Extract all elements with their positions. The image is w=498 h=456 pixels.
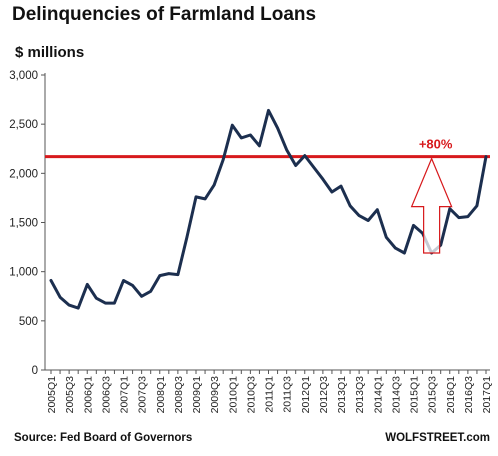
x-tick-label: 2009Q1	[191, 376, 203, 414]
x-tick-label: 2005Q3	[64, 376, 76, 414]
data-point	[357, 214, 361, 217]
x-tick-label: 2016Q3	[463, 376, 475, 414]
x-tick-label: 2014Q3	[390, 376, 402, 414]
x-tick-label: 2007Q3	[137, 376, 149, 414]
data-point	[484, 155, 488, 158]
y-axis-label: $ millions	[15, 44, 85, 61]
x-tick-label: 2008Q3	[173, 376, 185, 414]
x-tick-label: 2011Q1	[264, 376, 276, 413]
data-point	[58, 296, 62, 299]
data-point	[176, 273, 180, 276]
data-point	[348, 204, 352, 207]
data-point	[285, 148, 288, 151]
data-point	[221, 158, 225, 161]
x-tick-label: 2008Q1	[155, 376, 167, 414]
data-point	[149, 290, 152, 293]
x-tick-label: 2015Q3	[427, 376, 439, 414]
data-point	[67, 303, 71, 307]
data-point	[95, 297, 98, 300]
data-point	[249, 133, 252, 137]
x-tick-label: 2016Q1	[445, 376, 457, 414]
data-point	[49, 279, 53, 282]
y-tick-label: 3,000	[9, 70, 38, 82]
data-point	[194, 195, 198, 199]
x-tick-label: 2017Q1	[481, 376, 493, 414]
data-point	[312, 166, 316, 169]
data-point	[131, 284, 134, 287]
data-point	[330, 190, 334, 194]
data-point	[412, 224, 415, 227]
y-tick-label: 1,000	[9, 267, 38, 279]
data-point	[158, 274, 161, 277]
data-point	[303, 154, 306, 157]
data-point	[385, 236, 388, 239]
data-point	[167, 272, 171, 275]
x-tick-label: 2005Q1	[46, 376, 58, 414]
data-point	[403, 251, 406, 255]
y-tick-label: 1,500	[9, 218, 38, 230]
data-point	[212, 183, 216, 187]
y-tick-label: 500	[19, 316, 38, 328]
data-point	[394, 246, 397, 250]
brand-label: WOLFSTREET.com	[385, 432, 490, 444]
data-point	[267, 109, 270, 112]
x-tick-label: 2010Q3	[245, 376, 257, 414]
data-point	[203, 197, 207, 201]
data-point	[86, 283, 89, 286]
x-tick-label: 2013Q1	[336, 376, 348, 414]
data-point	[240, 136, 243, 140]
data-point	[366, 219, 370, 222]
data-point	[475, 204, 479, 207]
x-tick-label: 2014Q1	[372, 376, 384, 414]
y-tick-label: 2,500	[9, 119, 38, 131]
data-point	[294, 164, 297, 167]
data-point	[321, 178, 325, 181]
x-tick-label: 2012Q3	[318, 376, 330, 414]
x-tick-label: 2010Q1	[227, 376, 239, 414]
chart-title: Delinquencies of Farmland Loans	[12, 4, 317, 25]
data-point	[231, 123, 234, 127]
data-point	[376, 208, 379, 211]
x-tick-label: 2006Q1	[82, 376, 94, 414]
annotation-label: +80%	[419, 137, 453, 152]
data-point	[104, 301, 107, 305]
data-point	[466, 215, 470, 218]
data-point	[76, 306, 80, 310]
annotation-arrow	[410, 157, 453, 254]
x-tick-label: 2011Q3	[282, 376, 294, 413]
x-tick-label: 2015Q1	[409, 376, 421, 414]
data-point	[258, 144, 261, 147]
source-note: Source: Fed Board of Governors	[14, 432, 193, 444]
x-tick-label: 2006Q3	[100, 376, 112, 414]
data-point	[140, 295, 143, 298]
data-point	[122, 279, 125, 282]
x-tick-label: 2013Q3	[354, 376, 366, 414]
x-tick-label: 2007Q1	[119, 376, 131, 414]
x-tick-label: 2009Q3	[209, 376, 221, 414]
data-point	[276, 126, 279, 130]
data-point	[113, 301, 116, 305]
data-point	[339, 184, 343, 188]
y-tick-label: 2,000	[9, 168, 38, 180]
y-tick-label: 0	[32, 365, 38, 377]
data-point	[185, 236, 189, 239]
data-point	[457, 216, 461, 219]
x-tick-label: 2012Q1	[300, 376, 312, 414]
data-point	[448, 207, 451, 210]
